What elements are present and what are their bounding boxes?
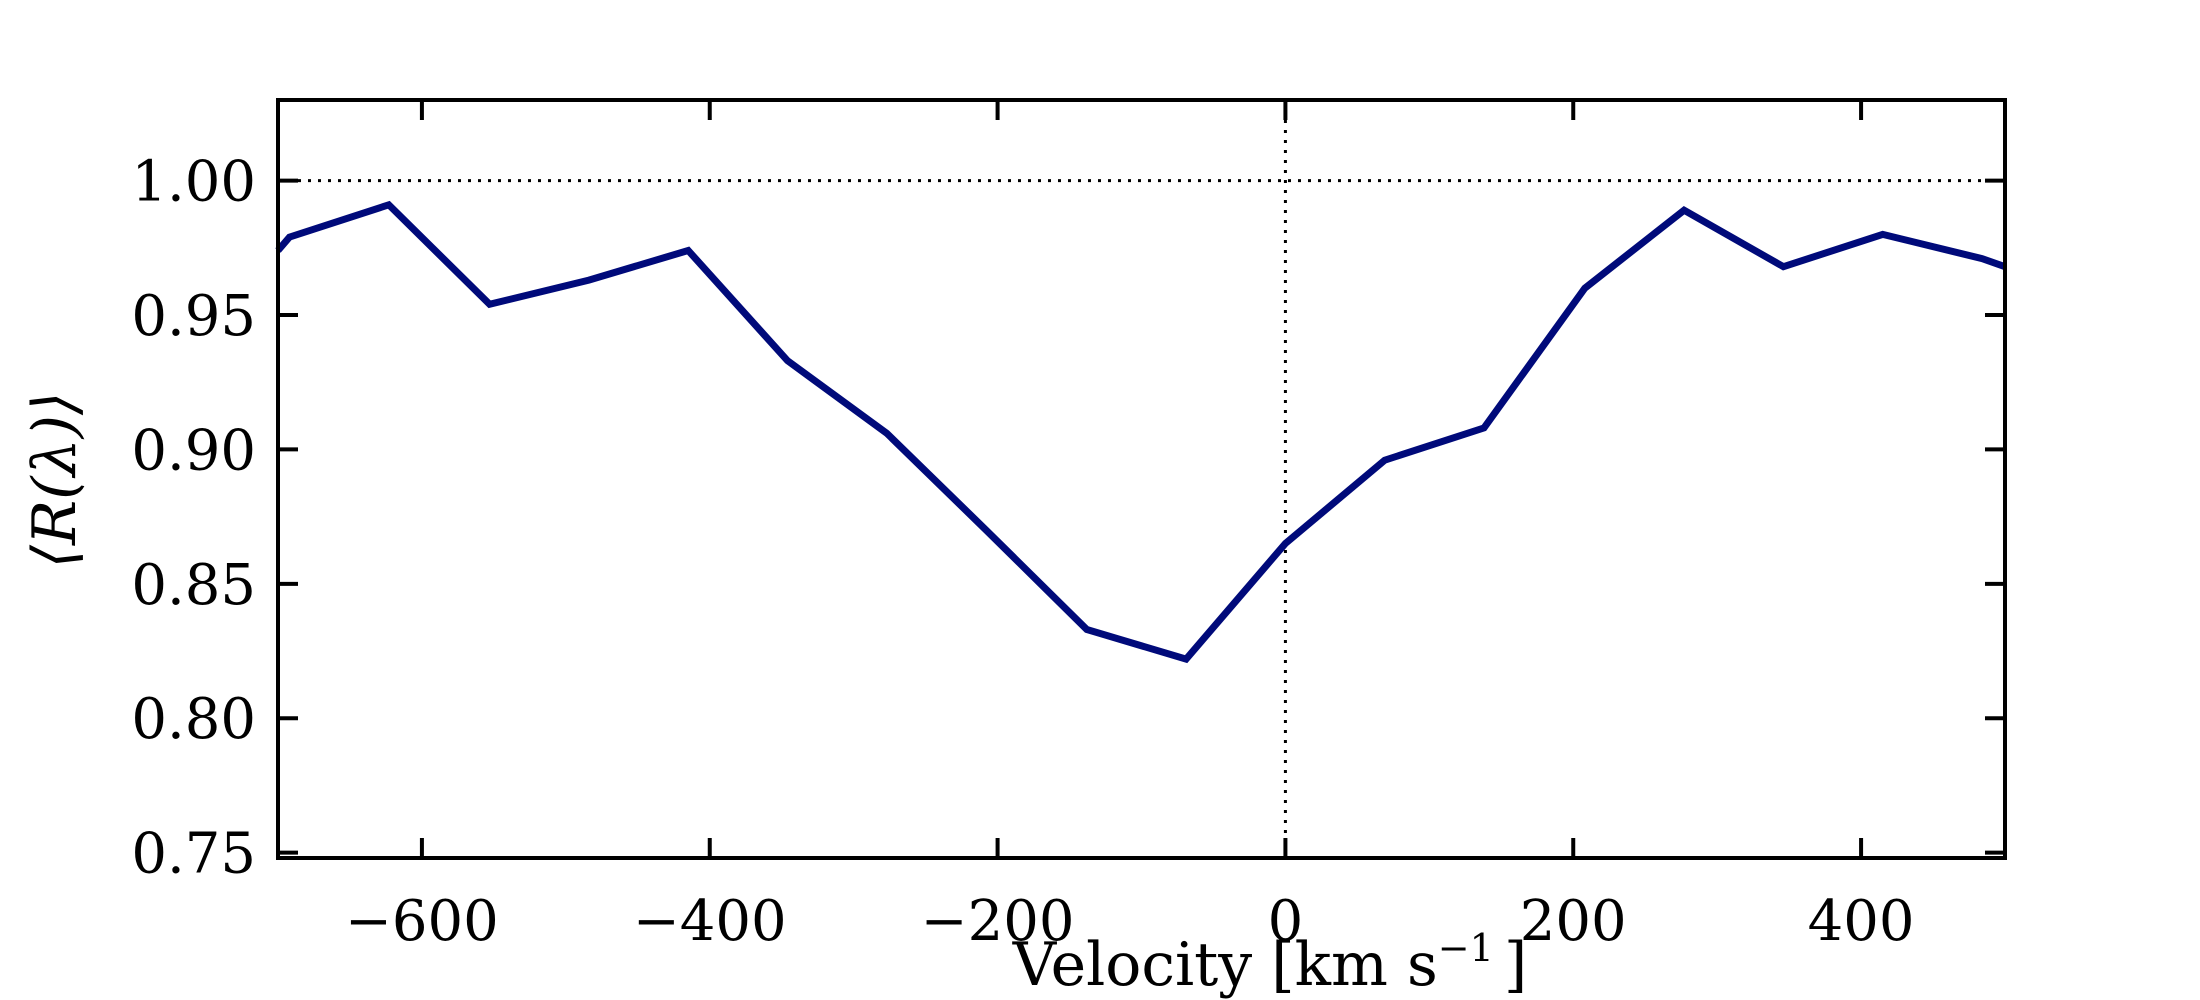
x-tick-label: 200 <box>1520 889 1627 954</box>
reference-lines <box>278 100 2005 858</box>
y-tick-label: 0.90 <box>131 418 256 483</box>
series-layer <box>275 200 2007 664</box>
x-axis-title-main: Velocity [km s <box>1012 930 1438 1000</box>
y-tick-label: 0.75 <box>131 822 256 887</box>
tick-labels-layer: −600 −400 −200 0 200 400 0.75 0.80 0.85 0.90 0.95 1… <box>131 150 1914 954</box>
x-tick-label: −400 <box>633 889 787 954</box>
x-axis-title-tail: ] <box>1504 930 1527 1000</box>
x-tick-label: −200 <box>921 889 1075 954</box>
y-tick-label: 0.80 <box>131 687 256 752</box>
x-tick-label: 0 <box>1268 889 1304 954</box>
ticks-layer <box>278 100 2005 858</box>
y-tick-label: 0.85 <box>131 553 256 618</box>
x-axis-title-superscript: −1 <box>1438 926 1494 970</box>
x-tick-label: −600 <box>345 889 499 954</box>
y-axis-title: ⟨R(λ)⟩ <box>20 392 90 569</box>
plot-frame <box>276 98 2007 860</box>
x-tick-label: 400 <box>1808 889 1915 954</box>
series-line-1 <box>275 200 2007 664</box>
x-axis-title: Velocity [km s−1] <box>1012 926 1528 1000</box>
y-tick-label: 1.00 <box>131 150 256 215</box>
y-tick-label: 0.95 <box>131 284 256 349</box>
